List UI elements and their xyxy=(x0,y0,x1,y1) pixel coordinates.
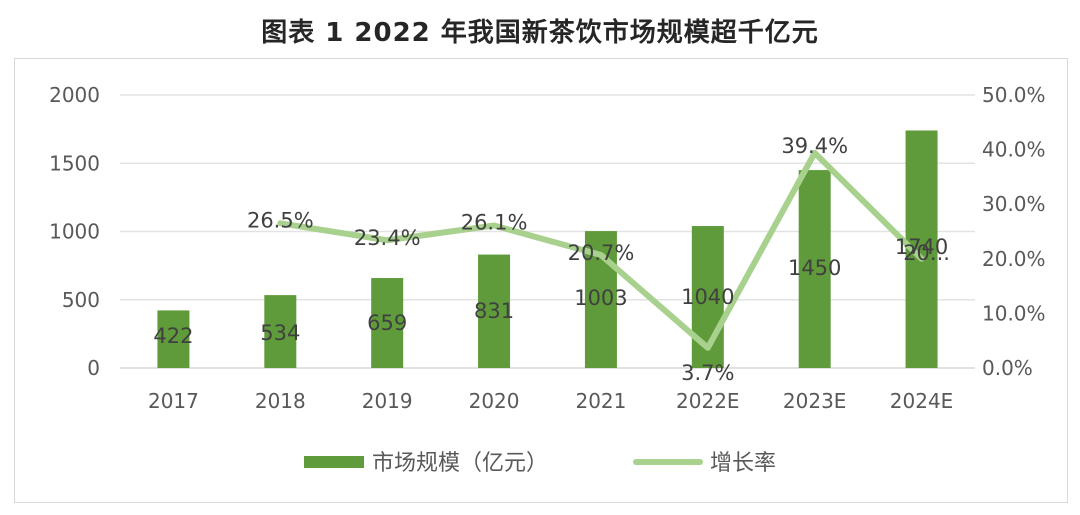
line-point xyxy=(491,222,497,228)
gridlines xyxy=(120,94,975,369)
y-right-tick-label: 0.0% xyxy=(982,356,1033,380)
x-tick-label: 2022E xyxy=(676,389,740,413)
x-tick-label: 2023E xyxy=(783,389,847,413)
bar xyxy=(264,295,297,368)
axes: 0 500 1000 1500 2000 0.0% 10.0% 20.0% 30.0% 40.0%… xyxy=(49,83,1045,413)
growth-rate-label: 26.1% xyxy=(461,210,528,234)
line-point xyxy=(384,237,390,243)
x-tick-label: 2021 xyxy=(575,389,626,413)
growth-rate-label: 20... xyxy=(903,241,950,265)
growth-rate-label: 3.7% xyxy=(681,361,734,385)
chart-title: 图表 1 2022 年我国新茶饮市场规模超千亿元 xyxy=(261,18,819,48)
x-tick-label: 2019 xyxy=(362,389,413,413)
line-point xyxy=(705,345,711,351)
x-tick-label: 2018 xyxy=(255,389,306,413)
y-left-tick-label: 2000 xyxy=(49,83,100,107)
line-point xyxy=(277,220,283,226)
line-point xyxy=(919,256,925,262)
y-left-tick-label: 1500 xyxy=(49,151,100,175)
bar xyxy=(798,170,831,368)
bar xyxy=(371,278,404,368)
line-point xyxy=(812,150,818,156)
line-point xyxy=(598,252,604,258)
bar xyxy=(157,310,190,368)
bar-value-label: 1740 xyxy=(895,235,948,259)
bar-value-label: 534 xyxy=(260,321,300,345)
y-right-tick-label: 30.0% xyxy=(982,192,1046,216)
bar-value-label: 1040 xyxy=(681,285,734,309)
legend-bar-swatch xyxy=(304,456,364,468)
bar-value-label: 831 xyxy=(474,299,514,323)
bar-series xyxy=(157,130,938,368)
legend: 市场规模（亿元） 增长率 xyxy=(304,451,776,476)
y-left-tick-label: 500 xyxy=(62,288,100,312)
data-labels: 422 534 659 831 1003 1040 1450 1740 26.5% 23.4% 26… xyxy=(153,134,950,385)
legend-line-label: 增长率 xyxy=(710,451,776,476)
y-right-tick-label: 20.0% xyxy=(982,247,1046,271)
growth-rate-label: 26.5% xyxy=(247,208,314,232)
x-tick-label: 2024E xyxy=(890,389,954,413)
legend-bar-label: 市场规模（亿元） xyxy=(372,451,548,476)
y-left-tick-label: 0 xyxy=(87,356,100,380)
bar-value-label: 1003 xyxy=(574,286,627,310)
bar xyxy=(478,254,511,368)
y-right-tick-label: 10.0% xyxy=(982,301,1046,325)
growth-rate-label: 20.7% xyxy=(568,241,635,265)
x-tick-label: 2017 xyxy=(148,389,199,413)
bar-value-label: 659 xyxy=(367,311,407,335)
growth-rate-label: 39.4% xyxy=(781,134,848,158)
line-series xyxy=(277,149,925,351)
growth-rate-label: 23.4% xyxy=(354,226,421,250)
y-right-tick-label: 40.0% xyxy=(982,138,1046,162)
x-tick-label: 2020 xyxy=(469,389,520,413)
y-left-tick-label: 1000 xyxy=(49,220,100,244)
y-right-tick-label: 50.0% xyxy=(982,83,1046,107)
chart-frame xyxy=(14,58,1068,503)
bar-value-label: 422 xyxy=(153,324,193,348)
bar-value-label: 1450 xyxy=(788,256,841,280)
